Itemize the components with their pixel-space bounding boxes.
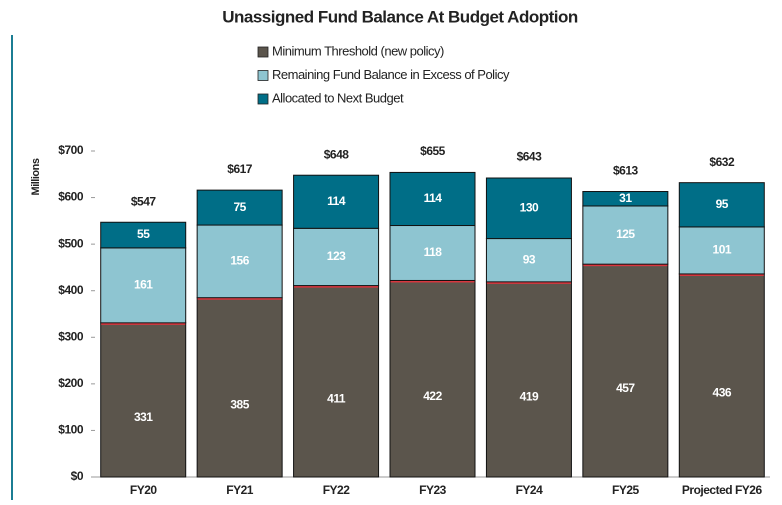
y-tick-label: $400 bbox=[58, 283, 84, 297]
bar-segment bbox=[485, 281, 572, 478]
bar-segment bbox=[582, 263, 669, 478]
total-label: $613 bbox=[613, 164, 639, 178]
bar-segment bbox=[389, 225, 476, 281]
legend-label: Allocated to Next Budget bbox=[272, 90, 404, 105]
data-label: 419 bbox=[520, 390, 539, 404]
bar-segment bbox=[582, 205, 669, 265]
y-tick-label: $700 bbox=[58, 143, 84, 157]
bar-segment bbox=[293, 285, 380, 478]
bar-segment bbox=[196, 297, 283, 478]
legend-label: Minimum Threshold (new policy) bbox=[272, 43, 444, 58]
bar-segment bbox=[678, 273, 765, 478]
total-label: $648 bbox=[324, 147, 350, 161]
data-label: 161 bbox=[134, 278, 153, 292]
x-tick-label: FY21 bbox=[226, 483, 254, 497]
data-label: 125 bbox=[616, 227, 635, 241]
data-label: 93 bbox=[523, 252, 536, 266]
data-label: 114 bbox=[424, 191, 443, 205]
bar-segment bbox=[293, 227, 380, 287]
total-label: $643 bbox=[517, 150, 543, 164]
bar-segment bbox=[582, 191, 669, 207]
bar-segment bbox=[389, 171, 476, 227]
total-label: $655 bbox=[420, 144, 446, 158]
bar-segment bbox=[678, 226, 765, 275]
legend-swatch bbox=[257, 46, 269, 58]
data-label: 55 bbox=[137, 227, 150, 241]
bar-segment bbox=[196, 189, 283, 226]
y-tick-label: $200 bbox=[58, 376, 84, 390]
bar-segment bbox=[485, 177, 572, 240]
bar-segment bbox=[100, 322, 187, 478]
x-tick-label: FY25 bbox=[612, 483, 640, 497]
bar-segment bbox=[293, 174, 380, 229]
bar-segment bbox=[678, 182, 765, 228]
total-label: $617 bbox=[227, 162, 253, 176]
data-label: 457 bbox=[616, 381, 635, 395]
data-label: 422 bbox=[423, 389, 442, 403]
y-axis-label: Millions bbox=[30, 158, 42, 195]
data-label: 118 bbox=[424, 245, 443, 259]
legend-label: Remaining Fund Balance in Excess of Poli… bbox=[272, 67, 510, 82]
total-label: $547 bbox=[131, 194, 157, 208]
data-label: 385 bbox=[230, 398, 249, 412]
data-label: 114 bbox=[327, 194, 346, 208]
legend-swatch bbox=[257, 70, 269, 81]
data-label: 436 bbox=[713, 386, 732, 400]
y-tick-label: $300 bbox=[58, 329, 84, 343]
bar-segment bbox=[100, 221, 187, 249]
y-tick-label: $0 bbox=[71, 469, 84, 483]
bar-segment bbox=[196, 224, 283, 299]
data-label: 75 bbox=[233, 200, 246, 214]
legend-swatch bbox=[257, 93, 269, 105]
total-label: $632 bbox=[709, 155, 735, 169]
x-tick-label: Projected FY26 bbox=[682, 483, 763, 497]
data-label: 130 bbox=[520, 200, 539, 214]
data-label: 411 bbox=[327, 391, 346, 405]
y-tick-label: $500 bbox=[58, 236, 84, 250]
data-label: 123 bbox=[327, 249, 346, 263]
x-tick-label: FY24 bbox=[516, 483, 544, 497]
bar-segment bbox=[389, 279, 476, 478]
y-tick-label: $100 bbox=[58, 423, 84, 437]
data-label: 31 bbox=[619, 191, 632, 205]
bar-segment bbox=[100, 247, 187, 324]
chart-title: Unassigned Fund Balance At Budget Adopti… bbox=[222, 7, 578, 26]
bar-segment bbox=[485, 238, 572, 283]
x-tick-label: FY22 bbox=[323, 483, 351, 497]
x-tick-label: FY20 bbox=[130, 483, 158, 497]
data-label: 95 bbox=[716, 197, 729, 211]
data-label: 331 bbox=[134, 410, 153, 424]
y-tick-label: $600 bbox=[58, 190, 84, 204]
data-label: 101 bbox=[713, 243, 732, 257]
x-tick-label: FY23 bbox=[419, 483, 447, 497]
data-label: 156 bbox=[230, 254, 249, 268]
